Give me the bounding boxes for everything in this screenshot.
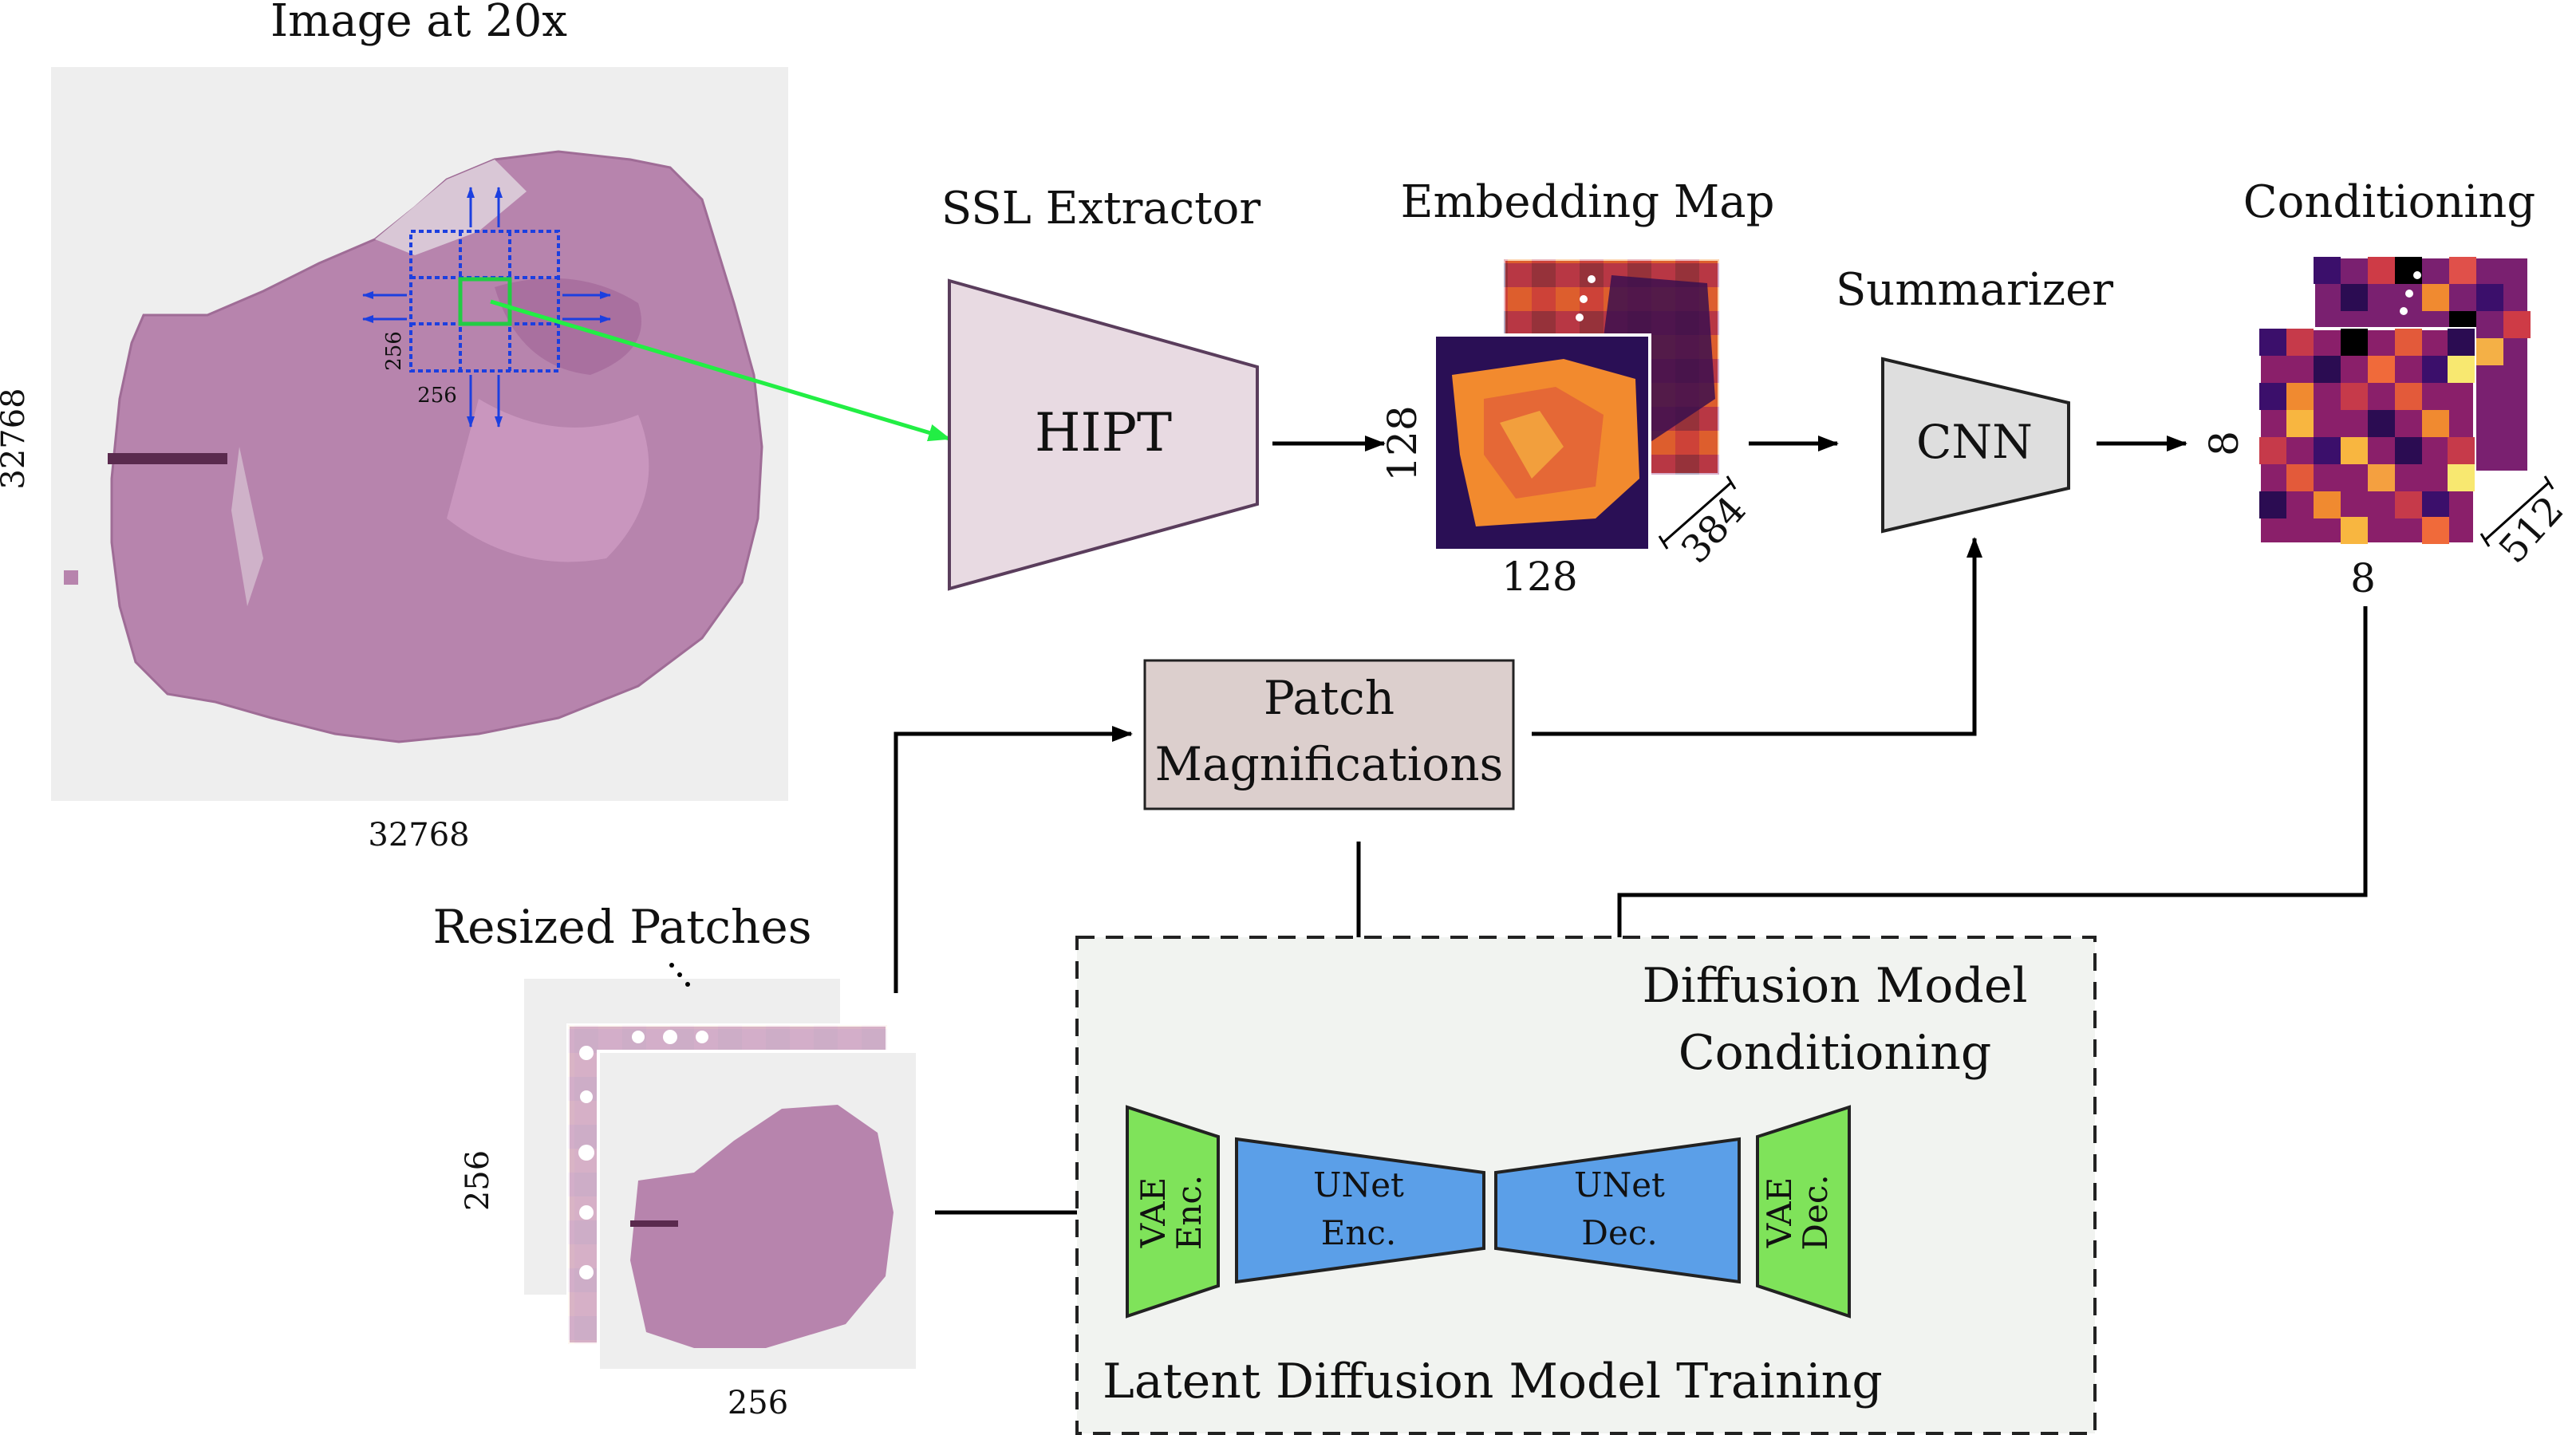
embedding-title: Embedding Map (1401, 176, 1775, 228)
resized-width-label: 256 (728, 1385, 788, 1421)
patch-to-hipt-arrow (490, 299, 951, 442)
cnn-label: CNN (1916, 415, 2033, 469)
magnifications-line1: Patch (1264, 671, 1395, 725)
unet-encoder-label-line2: Enc. (1321, 1213, 1397, 1252)
unet-encoder (1235, 1137, 1485, 1284)
vae-decoder (1756, 1105, 1851, 1319)
wsi-title: Image at 20x (270, 0, 567, 47)
wsi-width-label: 32768 (368, 817, 469, 854)
magnifications-block (1143, 659, 1515, 810)
conditioning-stack (2258, 255, 2531, 546)
vae-decoder-label-line1: VAE (1760, 1177, 1799, 1248)
ssl-title: SSL Extractor (941, 183, 1260, 235)
conditioning-height-label: 8 (2201, 431, 2247, 456)
unet-decoder (1494, 1137, 1741, 1284)
vae-encoder (1126, 1105, 1220, 1319)
resized-patches-stack (521, 963, 919, 1372)
magnifications-line2: Magnifications (1155, 737, 1504, 791)
embedding-depth-bracket (1658, 475, 1737, 550)
conditioning-title: Conditioning (2243, 176, 2535, 228)
conditioning-layer-front (2258, 327, 2476, 546)
wsi-image (51, 67, 788, 801)
patch-w-label: 256 (417, 384, 457, 408)
patch-h-label: 256 (382, 331, 406, 371)
vae-decoder-label-line2: Dec. (1796, 1174, 1835, 1250)
resized-height-label: 256 (460, 1150, 496, 1211)
hipt-block (948, 278, 1259, 591)
conditioning-depth-label: 512 (2491, 488, 2573, 573)
ldm-title: Latent Diffusion Model Training (1103, 1354, 1883, 1409)
ldm-conditioning-line2: Conditioning (1679, 1025, 1992, 1081)
conditioning-width-label: 8 (2350, 555, 2376, 601)
hipt-label: HIPT (1035, 402, 1172, 463)
patch-grid (362, 187, 611, 428)
unet-decoder-label-line1: UNet (1574, 1165, 1665, 1204)
resized-title: Resized Patches (433, 900, 812, 954)
selected-patch (458, 277, 512, 326)
embedding-stack (1433, 258, 1721, 552)
conditioning-depth-bracket (2479, 475, 2554, 547)
unet-encoder-label-line1: UNet (1313, 1165, 1404, 1204)
cnn-block (1881, 357, 2070, 534)
patches-to-magnifications-arrow (894, 726, 1133, 993)
embedding-height-label: 128 (1379, 405, 1426, 481)
vae-encoder-label-line2: Enc. (1170, 1175, 1209, 1251)
embedding-width-label: 128 (1501, 554, 1577, 600)
ldm-conditioning-line1: Diffusion Model (1642, 958, 2027, 1014)
unet-decoder-label-line2: Dec. (1581, 1213, 1657, 1252)
summarizer-title: Summarizer (1836, 264, 2113, 316)
embedding-depth-label: 384 (1673, 488, 1755, 573)
wsi-height-label: 32768 (0, 388, 32, 489)
vae-encoder-label-line1: VAE (1134, 1177, 1173, 1248)
magnifications-to-cnn-arrow (1532, 537, 1982, 736)
